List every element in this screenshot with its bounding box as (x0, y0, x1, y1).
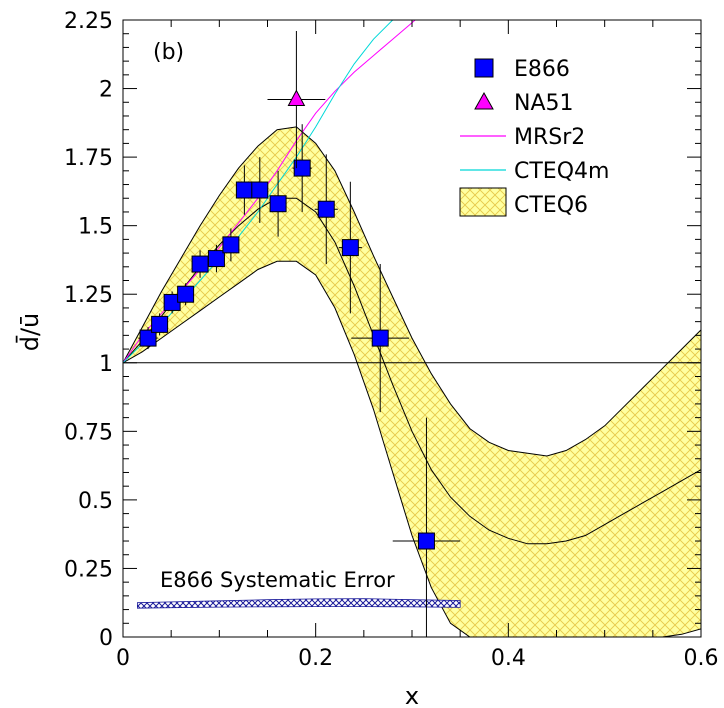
e866-point-6 (222, 236, 240, 254)
y-tick-label-1: 0.25 (64, 557, 113, 582)
y-tick-label-4: 1 (99, 352, 113, 377)
x-tick-label-1: 0.2 (298, 646, 333, 671)
cteq6-upper-line (123, 126, 701, 457)
e866-point-9 (269, 195, 287, 213)
legend-label-mrsr2: MRSr2 (514, 125, 585, 150)
e866-point-13 (371, 329, 389, 347)
systematic-error-label: E866 Systematic Error (160, 568, 395, 592)
y-tick-label-9: 2.25 (64, 9, 113, 34)
y-tick-label-5: 1.25 (64, 283, 113, 308)
legend-marker-na51 (474, 91, 494, 110)
legend-label-cteq4m: CTEQ4m (514, 159, 609, 184)
plot-area (123, 20, 701, 637)
y-tick-label-2: 0.5 (78, 489, 113, 514)
x-tick-label-3: 0.6 (684, 646, 719, 671)
x-axis-label: x (405, 682, 419, 708)
e866-point-3 (177, 285, 195, 303)
legend-marker-e866 (474, 58, 494, 78)
e866-point-11 (317, 200, 335, 218)
e866-point-0 (139, 329, 157, 347)
e866-point-8 (251, 181, 269, 199)
panel-label: (b) (153, 40, 184, 65)
legend-label-cteq6: CTEQ6 (514, 193, 588, 218)
x-tick-label-2: 0.4 (491, 646, 526, 671)
y-tick-label-7: 1.75 (64, 146, 113, 171)
y-axis-label: d̄/ū (15, 313, 44, 352)
e866-point-5 (207, 250, 225, 268)
e866-point-1 (151, 315, 169, 333)
e866-point-12 (341, 239, 359, 257)
cteq6-band (123, 126, 701, 637)
legend: E866 NA51 MRSr2 CTEQ4m CTEQ6 (459, 57, 609, 218)
cteq6-lower-line (123, 260, 701, 637)
na51-point-0 (287, 89, 306, 107)
e866-point-7 (235, 181, 253, 199)
y-tick-label-0: 0 (99, 626, 113, 651)
y-tick-label-6: 1.5 (78, 215, 113, 240)
legend-label-na51: NA51 (514, 91, 574, 116)
e866-point-14 (417, 532, 435, 550)
y-tick-label-8: 2 (99, 78, 113, 103)
legend-label-e866: E866 (514, 57, 570, 82)
y-tick-label-3: 0.75 (64, 420, 113, 445)
e866-point-4 (191, 255, 209, 273)
legend-swatch-cteq6 (459, 187, 507, 217)
x-tick-label-0: 0 (116, 646, 130, 671)
e866-point-10 (293, 159, 311, 177)
systematic-error-band (137, 598, 461, 609)
cteq6-central-line (123, 197, 701, 545)
